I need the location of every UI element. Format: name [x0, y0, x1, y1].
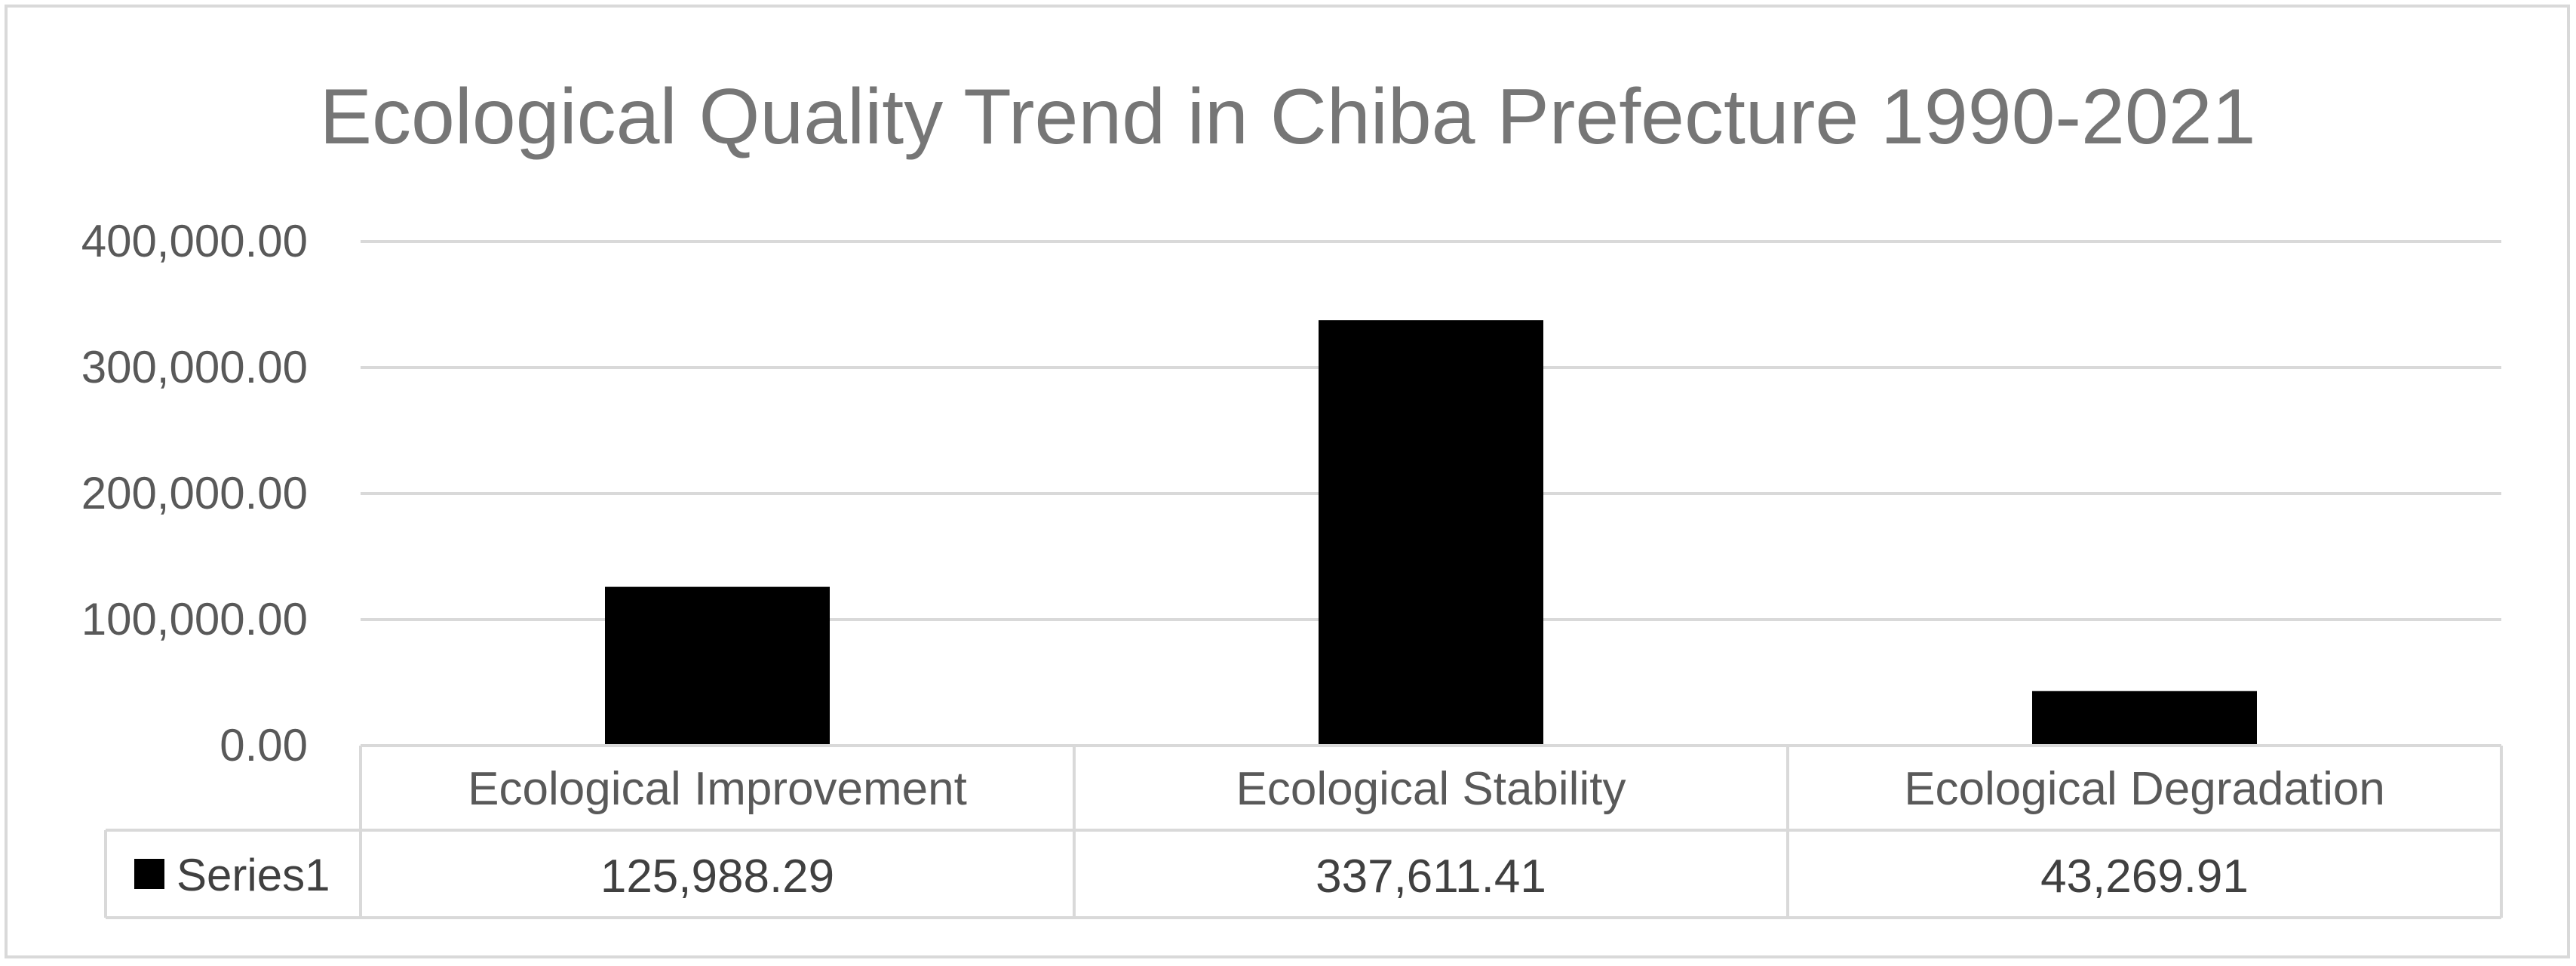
chart-frame	[5, 5, 2570, 958]
value-cell: 43,269.91	[2040, 851, 2249, 903]
bar-2	[1319, 320, 1543, 746]
value-cell: 125,988.29	[600, 851, 834, 903]
legend-swatch	[134, 859, 164, 889]
chart-title: Ecological Quality Trend in Chiba Prefec…	[320, 73, 2256, 161]
category-labels: Ecological Improvement Ecological Stabili…	[468, 763, 2385, 815]
legend-series-name: Series1	[177, 850, 330, 900]
data-table: Ecological Improvement Ecological Stabili…	[104, 744, 2503, 919]
y-tick-label: 200,000.00	[81, 468, 308, 518]
y-tick-label: 300,000.00	[81, 342, 308, 392]
data-table-lines	[104, 744, 2503, 919]
category-label: Ecological Improvement	[468, 763, 967, 815]
bar-1	[605, 586, 830, 746]
category-label: Ecological Degradation	[1904, 763, 2385, 815]
y-tick-label: 400,000.00	[81, 216, 308, 266]
value-cells: 125,988.29 337,611.41 43,269.91	[600, 851, 2249, 903]
y-tick-label: 0.00	[220, 720, 308, 771]
value-cell: 337,611.41	[1316, 851, 1546, 903]
y-axis-ticks: 0.00 100,000.00 200,000.00 300,000.00 400,00…	[81, 216, 308, 771]
category-label: Ecological Stability	[1236, 763, 1626, 815]
y-tick-label: 100,000.00	[81, 594, 308, 645]
bar-3	[2032, 691, 2257, 746]
bars	[605, 320, 2257, 746]
